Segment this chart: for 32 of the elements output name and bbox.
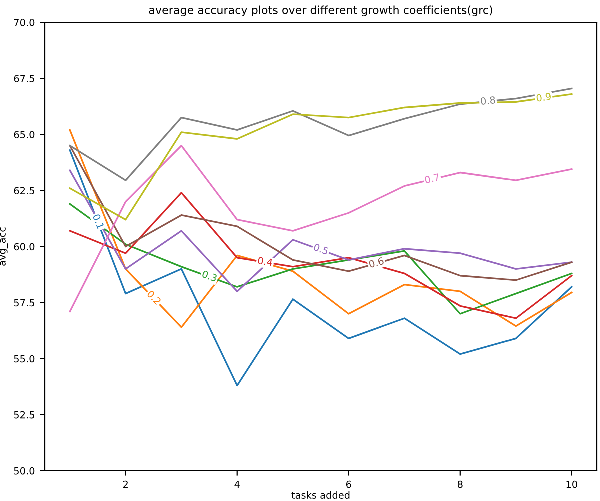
x-tick-label: 10 (566, 480, 578, 488)
chart-title: average accuracy plots over different growth coefficients(grc) (149, 6, 492, 17)
x-tick-label: 2 (123, 480, 128, 488)
text: 0.2 (146, 290, 162, 306)
y-tick-label: 57.5 (14, 299, 34, 307)
y-axis-title: avg_acc (0, 228, 8, 266)
y-tick-label: 55.0 (14, 355, 35, 363)
y-tick-label: 52.5 (14, 411, 34, 419)
text: 0.5 (313, 243, 330, 256)
x-tick-label: 6 (346, 480, 352, 488)
y-tick-label: 67.5 (14, 75, 34, 82)
y-tick-label: 65.0 (14, 131, 35, 138)
text: 0.8 (480, 96, 496, 106)
y-tick-label: 62.5 (14, 187, 34, 195)
line-series (69, 170, 573, 292)
y-tick-label: 60.0 (14, 243, 35, 251)
line-series (69, 88, 573, 182)
y-tick-label: 50.0 (14, 467, 35, 475)
line-series (69, 145, 573, 313)
text: 0.4 (258, 256, 274, 266)
y-tick-label: 70.0 (14, 19, 35, 26)
line-series (69, 150, 573, 387)
text: 0.6 (368, 257, 384, 268)
x-tick-label: 8 (458, 480, 463, 488)
line-series (69, 145, 573, 282)
line-series (69, 129, 573, 328)
x-tick-label: 4 (234, 480, 240, 488)
text: 0.7 (424, 173, 440, 184)
text: 0.3 (202, 270, 218, 282)
x-axis-title: tasks added (292, 491, 350, 499)
text: 0.9 (536, 92, 552, 102)
text: 0.1 (92, 214, 105, 230)
